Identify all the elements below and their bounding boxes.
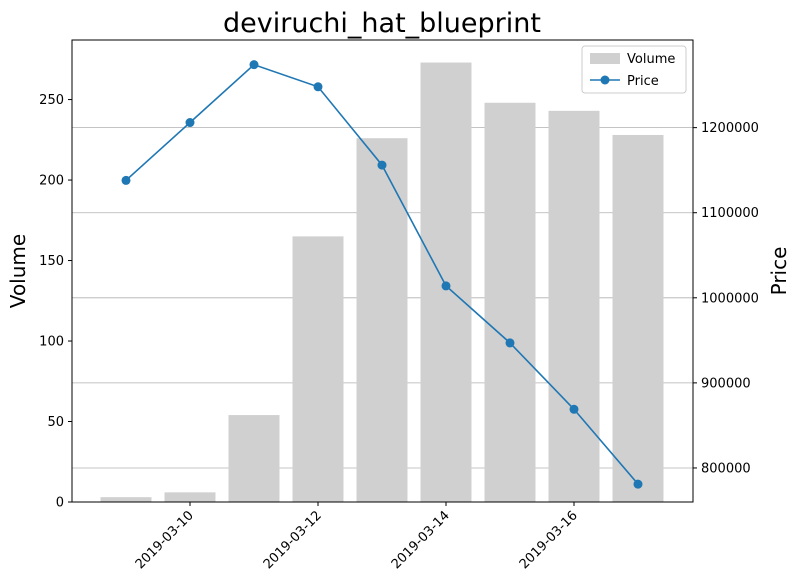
y-tick-label: 100	[39, 335, 64, 350]
y2-tick-label: 800000	[701, 461, 751, 476]
price-point	[441, 281, 451, 291]
x-tick-label: 2019-03-12	[261, 508, 325, 572]
volume-bar	[100, 497, 152, 502]
y-tick-label: 200	[39, 174, 64, 189]
price-point	[633, 479, 643, 489]
price-point	[249, 60, 259, 70]
legend: Volume Price	[581, 45, 687, 94]
price-point	[313, 82, 323, 92]
y2-tick-label: 900000	[701, 376, 751, 391]
price-point	[569, 404, 579, 414]
price-point	[505, 338, 515, 348]
bar-layer	[100, 62, 664, 502]
y2-tick-label: 1200000	[701, 121, 759, 136]
volume-bar	[164, 492, 216, 502]
y-tick-label: 250	[39, 93, 64, 108]
chart-title: deviruchi_hat_blueprint	[223, 8, 541, 39]
x-tick-label: 2019-03-16	[517, 508, 581, 572]
volume-bar	[484, 102, 536, 502]
x-tick-label: 2019-03-14	[389, 508, 453, 572]
price-point	[185, 118, 195, 128]
y2-tick-label: 1000000	[701, 291, 759, 306]
volume-bar	[548, 110, 600, 502]
line-layer	[121, 60, 643, 489]
y2-tick-label: 1100000	[701, 206, 759, 221]
volume-bar	[612, 134, 664, 502]
volume-bar	[228, 415, 280, 502]
x-tick-label: 2019-03-10	[133, 508, 197, 572]
legend-volume-swatch	[590, 53, 620, 64]
y-tick-label: 50	[47, 415, 64, 430]
y-axis-title: Volume	[6, 234, 30, 308]
legend-price-marker	[600, 75, 610, 85]
plot-frame	[71, 39, 694, 503]
price-point	[377, 160, 387, 170]
y-tick-label: 150	[39, 254, 64, 269]
y-tick-label: 0	[56, 496, 64, 511]
price-point	[121, 175, 131, 185]
legend-volume-label: Volume	[627, 52, 675, 67]
volume-bar	[356, 138, 408, 502]
volume-bar	[292, 236, 344, 502]
legend-price-label: Price	[627, 74, 659, 89]
y2-axis-title: Price	[767, 247, 791, 296]
